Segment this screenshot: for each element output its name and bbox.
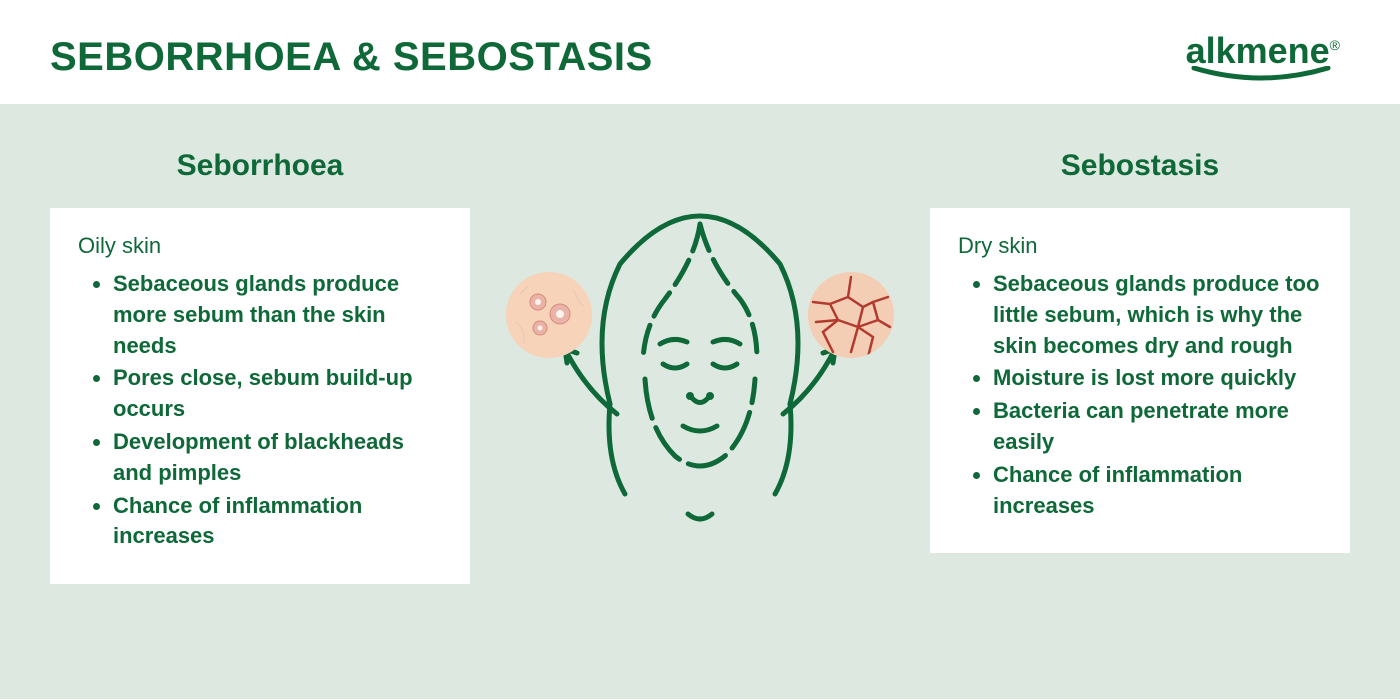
list-item: Chance of inflammation increases [113, 491, 442, 553]
left-card: Oily skin Sebaceous glands produce more … [50, 208, 470, 584]
left-bullet-list: Sebaceous glands produce more sebum than… [78, 269, 442, 552]
dry-skin-cracks-icon [808, 272, 894, 358]
face-outline-icon [545, 204, 855, 544]
left-column-title: Seborrhoea [50, 149, 470, 183]
registered-mark: ® [1330, 37, 1340, 53]
oily-skin-pimples-icon [506, 272, 592, 358]
right-card: Dry skin Sebaceous glands produce too li… [930, 208, 1350, 553]
list-item: Sebaceous glands produce more sebum than… [113, 269, 442, 361]
right-bullet-list: Sebaceous glands produce too little sebu… [958, 269, 1322, 521]
left-column: Seborrhoea Oily skin Sebaceous glands pr… [50, 149, 470, 584]
header: SEBORRHOEA & SEBOSTASIS alkmene® [0, 0, 1400, 104]
logo-text: alkmene [1186, 30, 1330, 71]
right-column-title: Sebostasis [930, 149, 1350, 183]
left-card-heading: Oily skin [78, 233, 442, 259]
content-area: Seborrhoea Oily skin Sebaceous glands pr… [0, 104, 1400, 699]
list-item: Moisture is lost more quickly [993, 363, 1322, 394]
list-item: Pores close, sebum build-up occurs [113, 363, 442, 425]
center-illustration [500, 204, 900, 544]
list-item: Bacteria can penetrate more easily [993, 396, 1322, 458]
right-column: Sebostasis Dry skin Sebaceous glands pro… [930, 149, 1350, 553]
page-title: SEBORRHOEA & SEBOSTASIS [50, 35, 653, 80]
list-item: Sebaceous glands produce too little sebu… [993, 269, 1322, 361]
right-card-heading: Dry skin [958, 233, 1322, 259]
list-item: Chance of inflammation increases [993, 460, 1322, 522]
brand-logo: alkmene® [1186, 30, 1350, 84]
list-item: Development of blackheads and pimples [113, 427, 442, 489]
